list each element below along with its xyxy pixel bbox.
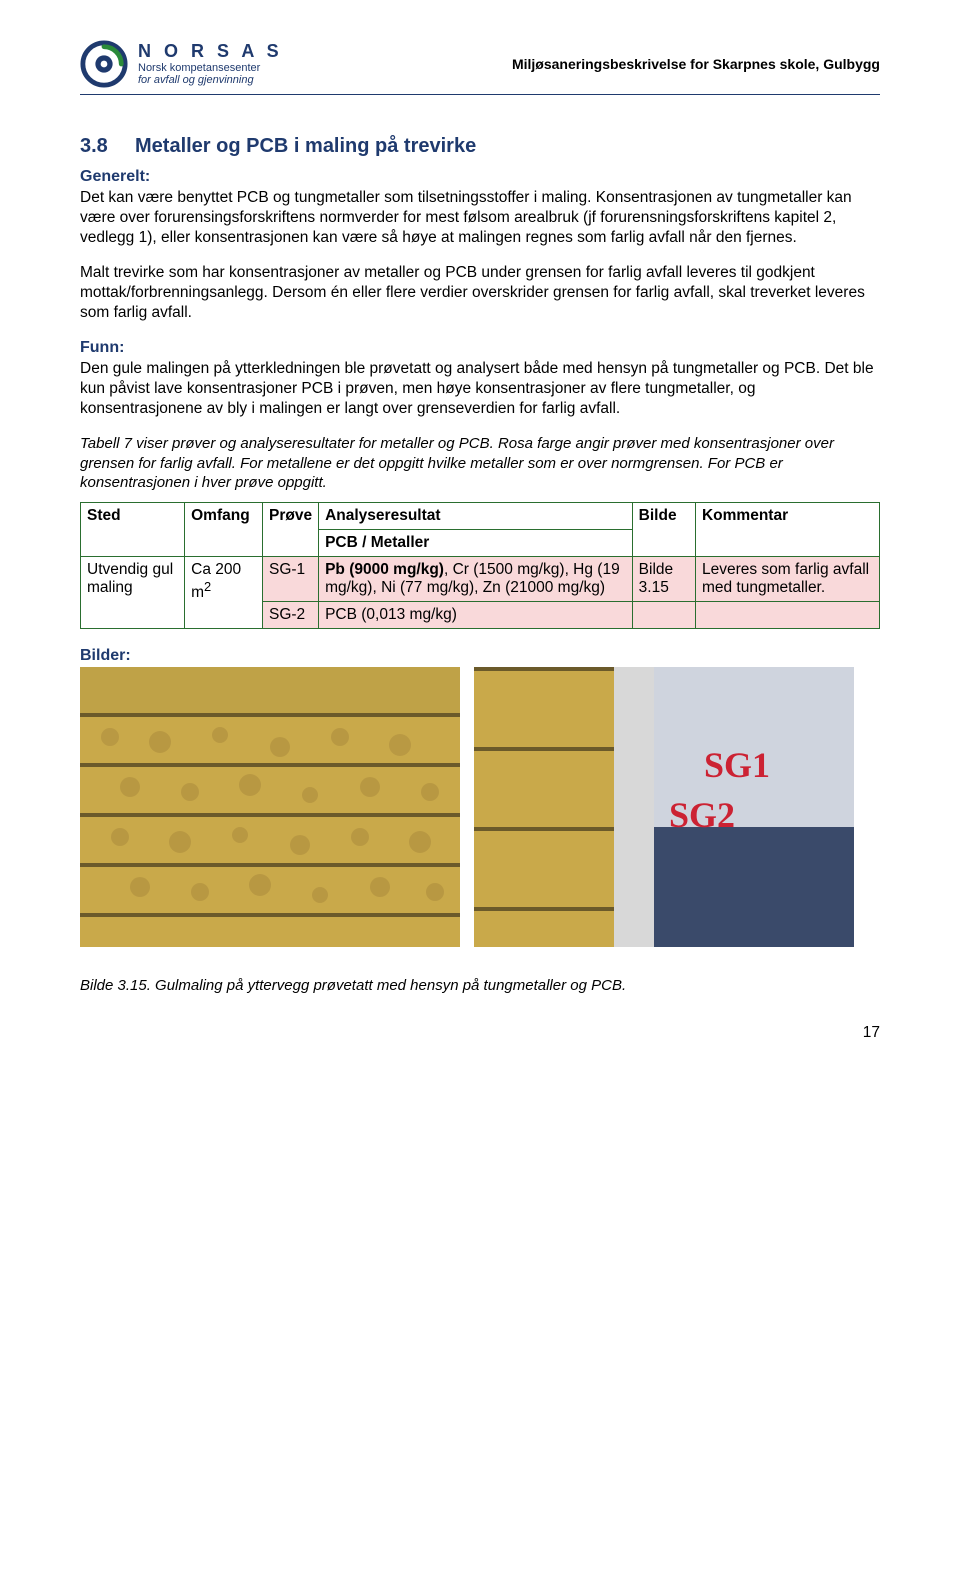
results-table: Sted Omfang Prøve Analyseresultat Bilde … [80, 502, 880, 629]
td-bilde [632, 602, 695, 629]
photo-1 [80, 667, 460, 947]
td-resultat: Pb (9000 mg/kg), Cr (1500 mg/kg), Hg (19… [319, 557, 633, 602]
omfang-sup: 2 [204, 579, 211, 594]
td-bilde: Bilde 3.15 [632, 557, 695, 602]
page-header: N O R S A S Norsk kompetansesenter for a… [80, 40, 880, 95]
table-row: Utvendig gul maling Ca 200 m2 SG-1 Pb (9… [81, 557, 880, 602]
omfang-prefix: Ca 200 m [191, 561, 241, 601]
figure-caption: Bilde 3.15. Gulmaling på yttervegg prøve… [80, 977, 880, 994]
generelt-p2: Malt trevirke som har konsentrasjoner av… [80, 263, 880, 322]
section-title-text: Metaller og PCB i maling på trevirke [135, 135, 476, 157]
th-sub-pcb: PCB / Metaller [319, 530, 633, 557]
photo-row: SG1 SG2 [80, 667, 880, 947]
funn-label: Funn: [80, 339, 880, 357]
section-heading: 3.8Metaller og PCB i maling på trevirke [80, 135, 880, 158]
th-prove: Prøve [263, 503, 319, 557]
logo-line2: Norsk kompetansesenter [138, 62, 283, 74]
resultat-bold: Pb (9000 mg/kg) [325, 561, 444, 578]
table-header-row: Sted Omfang Prøve Analyseresultat Bilde … [81, 503, 880, 530]
th-bilde: Bilde [632, 503, 695, 557]
logo: N O R S A S Norsk kompetansesenter for a… [80, 40, 283, 88]
section-number: 3.8 [80, 135, 135, 158]
svg-text:SG2: SG2 [669, 795, 735, 835]
th-omfang: Omfang [185, 503, 263, 557]
norsas-logo-icon [80, 40, 128, 88]
page-number: 17 [80, 1024, 880, 1042]
bilder-label: Bilder: [80, 647, 880, 665]
td-kommentar [695, 602, 879, 629]
document-title: Miljøsaneringsbeskrivelse for Skarpnes s… [512, 56, 880, 72]
td-resultat: PCB (0,013 mg/kg) [319, 602, 633, 629]
generelt-p1: Det kan være benyttet PCB og tungmetalle… [80, 188, 880, 247]
svg-text:SG1: SG1 [704, 745, 770, 785]
logo-line3: for avfall og gjenvinning [138, 74, 283, 86]
logo-line1: N O R S A S [138, 42, 283, 62]
generelt-label: Generelt: [80, 168, 880, 186]
td-kommentar: Leveres som farlig avfall med tungmetall… [695, 557, 879, 602]
td-prove: SG-1 [263, 557, 319, 602]
photo-2: SG1 SG2 [474, 667, 854, 947]
th-analyseresultat: Analyseresultat [319, 503, 633, 530]
th-sted: Sted [81, 503, 185, 557]
th-kommentar: Kommentar [695, 503, 879, 557]
td-omfang: Ca 200 m2 [185, 557, 263, 629]
funn-p1: Den gule malingen på ytterkledningen ble… [80, 359, 880, 418]
td-prove: SG-2 [263, 602, 319, 629]
td-sted: Utvendig gul maling [81, 557, 185, 629]
table-caption: Tabell 7 viser prøver og analyseresultat… [80, 434, 880, 492]
